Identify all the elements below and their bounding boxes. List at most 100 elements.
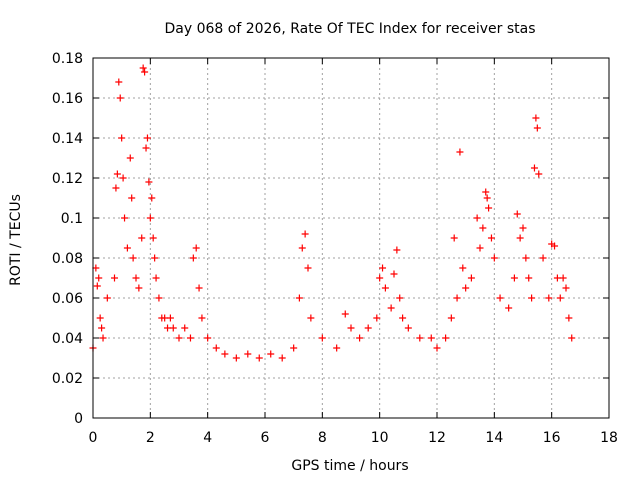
data-point — [341, 310, 349, 318]
data-point — [476, 244, 484, 252]
data-point — [295, 294, 303, 302]
data-point — [533, 124, 541, 132]
data-point — [204, 334, 212, 342]
x-tick-label: 4 — [203, 430, 212, 446]
data-point — [462, 284, 470, 292]
data-point — [149, 234, 157, 242]
data-point — [123, 244, 131, 252]
data-point — [142, 144, 150, 152]
data-point — [103, 294, 111, 302]
data-points — [89, 64, 576, 362]
data-point — [244, 350, 252, 358]
data-point — [545, 294, 553, 302]
data-point — [118, 134, 126, 142]
data-point — [333, 344, 341, 352]
data-point — [212, 344, 220, 352]
chart-title: Day 068 of 2026, Rate Of TEC Index for r… — [164, 21, 535, 37]
data-point — [121, 214, 129, 222]
data-point — [559, 274, 567, 282]
plot-frame — [92, 57, 610, 419]
data-point — [379, 264, 387, 272]
data-point — [490, 254, 498, 262]
y-tick-label: 0.16 — [52, 91, 83, 107]
x-axis-label: GPS time / hours — [291, 458, 408, 474]
data-point — [456, 148, 464, 156]
data-point — [267, 350, 275, 358]
data-point — [442, 334, 450, 342]
data-point — [433, 344, 441, 352]
data-point — [562, 284, 570, 292]
data-point — [347, 324, 355, 332]
data-point — [539, 254, 547, 262]
data-point — [129, 254, 137, 262]
data-point — [93, 282, 101, 290]
data-point — [146, 214, 154, 222]
grid — [93, 58, 609, 418]
data-point — [304, 264, 312, 272]
data-point — [145, 178, 153, 186]
data-point — [479, 224, 487, 232]
data-point — [393, 246, 401, 254]
y-tick-label: 0.02 — [52, 371, 83, 387]
data-point — [364, 324, 372, 332]
data-point — [189, 254, 197, 262]
data-point — [381, 284, 389, 292]
data-point — [132, 274, 140, 282]
data-point — [318, 334, 326, 342]
data-point — [98, 324, 106, 332]
data-point — [95, 274, 103, 282]
data-point — [143, 134, 151, 142]
data-point — [298, 244, 306, 252]
data-point — [459, 264, 467, 272]
data-point — [195, 284, 203, 292]
data-point — [496, 294, 504, 302]
data-point — [126, 154, 134, 162]
data-point — [387, 304, 395, 312]
data-point — [99, 334, 107, 342]
data-point — [453, 294, 461, 302]
data-point — [556, 294, 564, 302]
data-point — [376, 274, 384, 282]
data-point — [513, 210, 521, 218]
data-point — [396, 294, 404, 302]
x-tick-label: 10 — [371, 430, 389, 446]
data-point — [148, 194, 156, 202]
x-tick-labels: 0 2 4 6 8 10 12 14 16 18 — [89, 430, 618, 446]
data-point — [510, 274, 518, 282]
x-tick-label: 16 — [543, 430, 561, 446]
data-point — [113, 170, 121, 178]
data-point — [487, 234, 495, 242]
data-point — [112, 184, 120, 192]
data-point — [181, 324, 189, 332]
data-point — [467, 274, 475, 282]
x-tick-label: 0 — [89, 430, 98, 446]
data-point — [175, 334, 183, 342]
data-point — [290, 344, 298, 352]
data-point — [505, 304, 513, 312]
x-tick-label: 14 — [485, 430, 503, 446]
data-point — [565, 314, 573, 322]
y-tick-label: 0.18 — [52, 51, 83, 67]
data-point — [532, 114, 540, 122]
y-tick-label: 0.14 — [52, 131, 83, 147]
y-tick-label: 0.04 — [52, 331, 83, 347]
x-tick-label: 18 — [600, 430, 618, 446]
data-point — [198, 314, 206, 322]
data-point — [516, 234, 524, 242]
data-point — [447, 314, 455, 322]
data-point — [519, 224, 527, 232]
data-point — [115, 78, 123, 86]
data-point — [135, 284, 143, 292]
data-point — [416, 334, 424, 342]
x-tick-label: 2 — [146, 430, 155, 446]
data-point — [141, 68, 149, 76]
data-point — [483, 194, 491, 202]
data-point — [356, 334, 364, 342]
data-point — [535, 170, 543, 178]
data-point — [186, 334, 194, 342]
y-tick-label: 0.1 — [61, 211, 83, 227]
data-point — [307, 314, 315, 322]
data-point — [522, 254, 530, 262]
data-point — [482, 188, 490, 196]
